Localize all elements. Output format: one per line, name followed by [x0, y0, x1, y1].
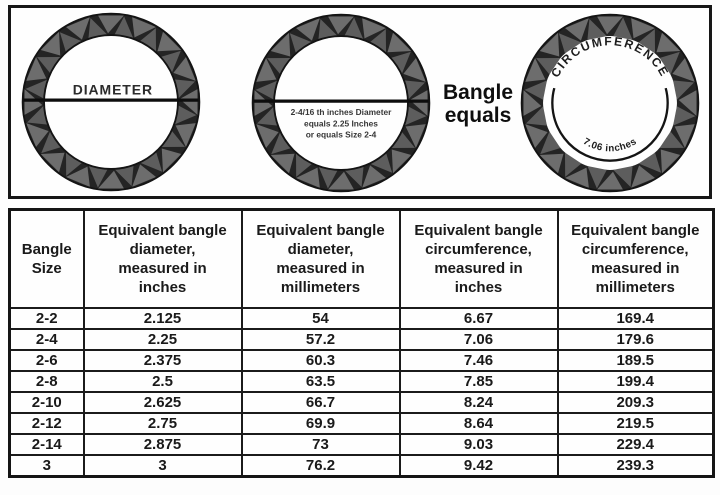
table-row: 2-14 2.875 73 9.03 229.4 [8, 433, 715, 456]
table-cell: 209.3 [556, 391, 715, 414]
table-cell: 2.5 [82, 370, 243, 393]
svg-text:7.06 inches: 7.06 inches [581, 136, 639, 154]
bangle-size-table: Bangle Size Equivalent bangle diameter, m… [8, 208, 715, 478]
table-row: 2-10 2.625 66.7 8.24 209.3 [8, 391, 715, 414]
table-cell: 169.4 [556, 307, 715, 330]
table-cell: 2.375 [82, 349, 243, 372]
table-header-row: Bangle Size Equivalent bangle diameter, m… [8, 208, 715, 309]
table-cell: 9.03 [398, 433, 559, 456]
diameter-label: DIAMETER [73, 82, 153, 98]
table-cell: 9.42 [398, 454, 559, 478]
table-cell: 2.125 [82, 307, 243, 330]
size-example-caption-line2: equals 2.25 Inches [304, 118, 378, 128]
bangle-ring-pattern [254, 16, 428, 190]
column-header-0: Bangle Size [8, 208, 85, 309]
table-cell: 66.7 [240, 391, 401, 414]
table-cell: 7.46 [398, 349, 559, 372]
column-header-4: Equivalent bangle circumference, measure… [556, 208, 715, 309]
table-cell: 54 [240, 307, 401, 330]
table-cell: 7.06 [398, 328, 559, 351]
table-cell: 199.4 [556, 370, 715, 393]
cell-bangle-size: 2-10 [8, 391, 85, 414]
cell-bangle-size: 2-14 [8, 433, 85, 456]
cell-bangle-size: 2-6 [8, 349, 85, 372]
cell-bangle-size: 2-2 [8, 307, 85, 330]
size-example-caption-line3: or equals Size 2-4 [306, 129, 377, 139]
cell-bangle-size: 2-8 [8, 370, 85, 393]
table-cell: 3 [82, 454, 243, 478]
table-cell: 239.3 [556, 454, 715, 478]
table-cell: 63.5 [240, 370, 401, 393]
bangle-equals-line2: equals [444, 104, 512, 127]
table-row: 2-2 2.125 54 6.67 169.4 [8, 307, 715, 330]
illustration-panel: DIAMETER 2-4/16 th inches Diameter equal… [8, 5, 712, 199]
table-cell: 229.4 [556, 433, 715, 456]
table-cell: 2.875 [82, 433, 243, 456]
column-header-2: Equivalent bangle diameter, measured in … [240, 208, 401, 309]
table-row: 2-12 2.75 69.9 8.64 219.5 [8, 412, 715, 435]
cell-bangle-size: 2-4 [8, 328, 85, 351]
column-header-1: Equivalent bangle diameter, measured in … [82, 208, 243, 309]
table-cell: 7.85 [398, 370, 559, 393]
column-header-3: Equivalent bangle circumference, measure… [398, 208, 559, 309]
table-row: 2-6 2.375 60.3 7.46 189.5 [8, 349, 715, 372]
inner-circle-arc [551, 87, 669, 162]
cell-bangle-size: 3 [8, 454, 85, 478]
bangle-ring-pattern [24, 15, 198, 189]
bangle-size-example-illustration: 2-4/16 th inches Diameter equals 2.25 In… [251, 13, 431, 193]
table-cell: 189.5 [556, 349, 715, 372]
table-cell: 73 [240, 433, 401, 456]
circumference-measure-label: 7.06 inches [581, 136, 638, 154]
bangle-ring-pattern [523, 16, 697, 190]
table-cell: 60.3 [240, 349, 401, 372]
table-cell: 8.24 [398, 391, 559, 414]
table-cell: 69.9 [240, 412, 401, 435]
table-cell: 6.67 [398, 307, 559, 330]
table-cell: 179.6 [556, 328, 715, 351]
bangle-diameter-illustration: DIAMETER [21, 12, 201, 192]
size-example-caption-line1: 2-4/16 th inches Diameter [291, 107, 393, 117]
table-row: 3 3 76.2 9.42 239.3 [8, 454, 715, 478]
table-cell: 2.25 [82, 328, 243, 351]
table-row: 2-4 2.25 57.2 7.06 179.6 [8, 328, 715, 351]
bangle-equals-line1: Bangle [442, 81, 513, 104]
table-cell: 2.625 [82, 391, 243, 414]
bangle-circumference-illustration: CIRCUMFERENCE 7.06 inches [520, 13, 700, 193]
table-cell: 57.2 [240, 328, 401, 351]
table-cell: 219.5 [556, 412, 715, 435]
cell-bangle-size: 2-12 [8, 412, 85, 435]
table-cell: 76.2 [240, 454, 401, 478]
table-cell: 2.75 [82, 412, 243, 435]
table-cell: 8.64 [398, 412, 559, 435]
bangle-equals-label: Bangle equals [431, 81, 525, 127]
table-row: 2-8 2.5 63.5 7.85 199.4 [8, 370, 715, 393]
